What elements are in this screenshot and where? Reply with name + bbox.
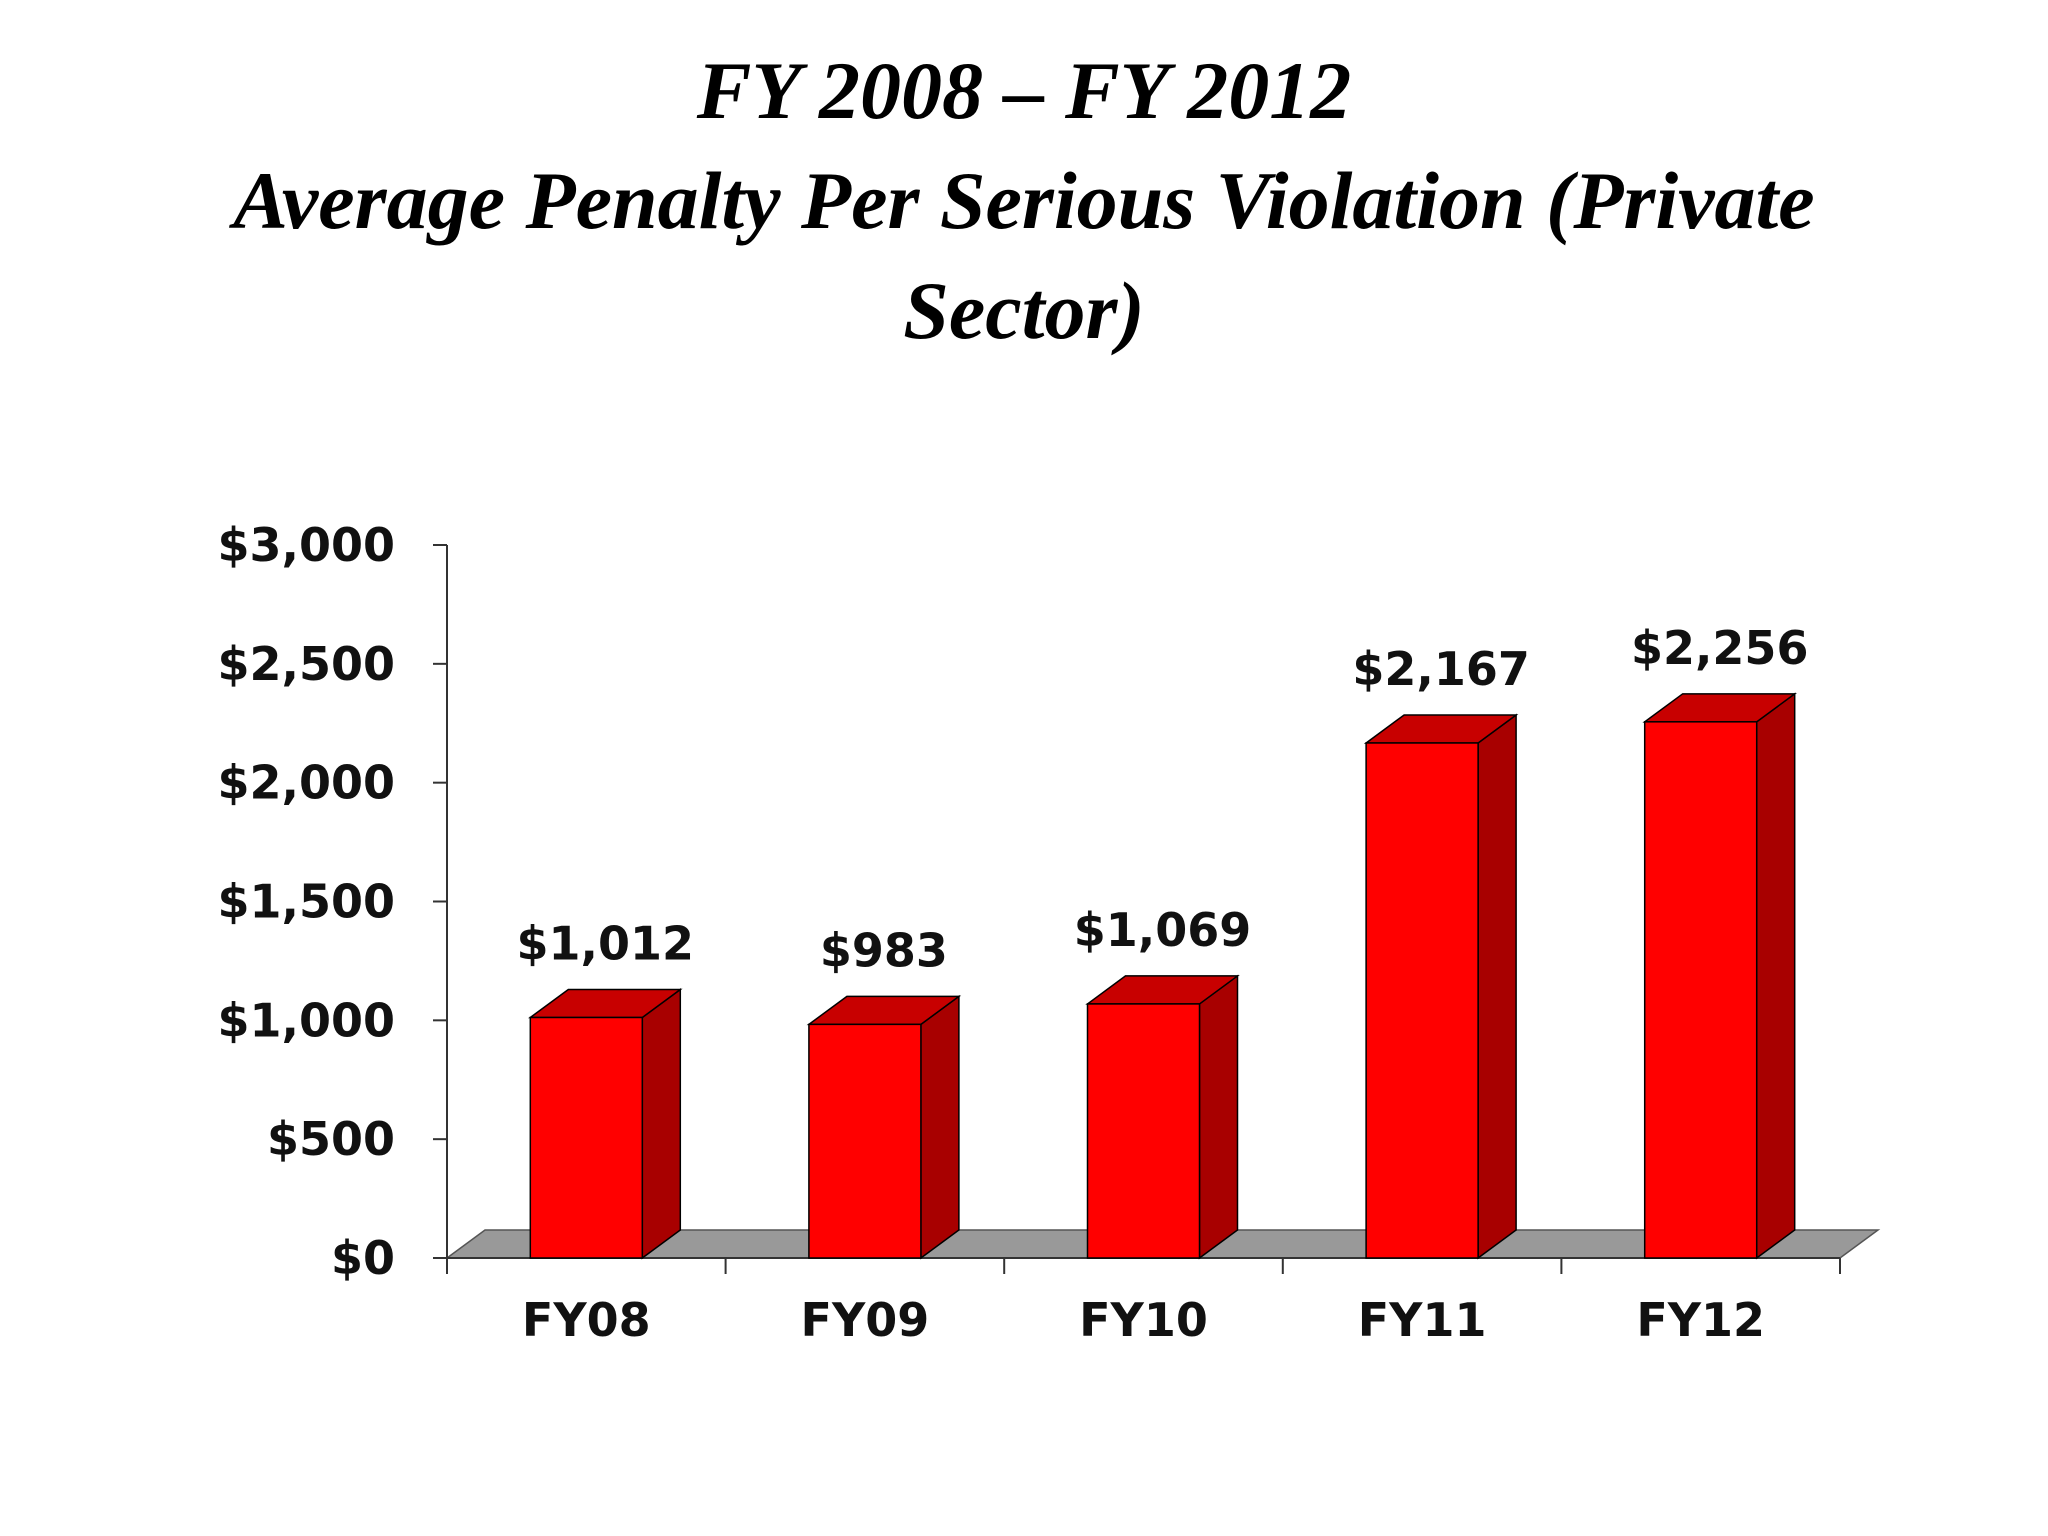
bar	[1086, 1003, 1201, 1259]
data-label: $1,012	[517, 916, 695, 970]
data-label: $2,167	[1352, 642, 1530, 696]
bar-side	[641, 987, 682, 1260]
y-tick-label: $1,500	[217, 875, 395, 929]
x-tick-label: FY11	[1358, 1293, 1487, 1347]
bar	[1365, 742, 1479, 1259]
x-tick-label: FY10	[1079, 1293, 1208, 1347]
y-tick-label: $3,000	[217, 518, 395, 572]
bar-side	[1477, 713, 1517, 1260]
x-tick-label: FY12	[1636, 1293, 1765, 1347]
y-tick-label: $500	[267, 1112, 395, 1166]
y-tick-label: $2,500	[217, 637, 395, 691]
bar-side	[1755, 692, 1796, 1260]
chart-title-line-3: Sector)	[903, 265, 1145, 356]
bar	[808, 1023, 922, 1259]
bar	[529, 1016, 644, 1259]
data-label: $1,069	[1074, 903, 1252, 957]
chart-title-line-2: Average Penalty Per Serious Violation (P…	[233, 155, 1815, 246]
y-tick-label: $2,000	[217, 756, 395, 810]
bar-side	[1198, 974, 1239, 1260]
data-label: $2,256	[1631, 621, 1809, 675]
x-tick-label: FY09	[801, 1293, 930, 1347]
chart-title-line-1: FY 2008 – FY 2012	[696, 45, 1352, 136]
bar	[1643, 721, 1758, 1259]
y-tick-label: $0	[331, 1231, 395, 1285]
data-label: $983	[820, 923, 948, 977]
y-tick-label: $1,000	[217, 993, 395, 1047]
bar-side	[920, 994, 960, 1260]
x-tick-label: FY08	[522, 1293, 651, 1347]
